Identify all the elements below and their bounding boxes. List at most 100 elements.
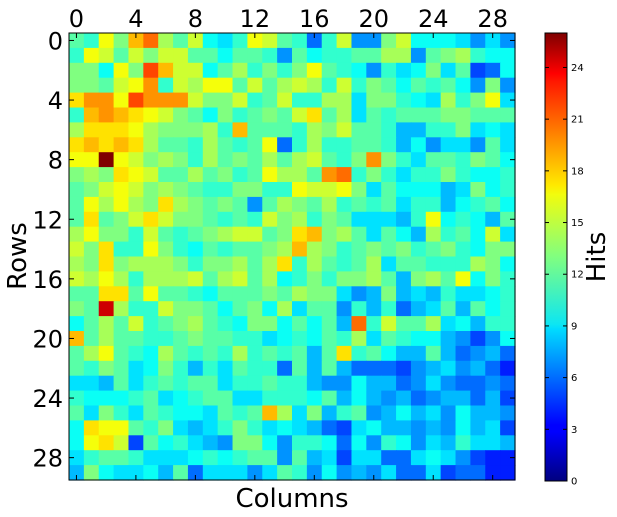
heatmap-cell: [173, 360, 189, 377]
heatmap-cell: [381, 167, 397, 183]
heatmap-cell: [232, 271, 248, 287]
heatmap-cell: [202, 271, 219, 287]
heatmap-cell: [440, 450, 457, 466]
heatmap-cell: [410, 33, 427, 49]
heatmap-cell: [69, 316, 85, 332]
heatmap-cell: [113, 331, 130, 347]
heatmap-cell: [143, 286, 159, 302]
heatmap-cell: [262, 450, 278, 466]
heatmap-cell: [202, 182, 219, 198]
heatmap-cell: [292, 92, 308, 109]
heatmap-cell: [440, 47, 457, 64]
heatmap-cell: [306, 271, 323, 287]
heatmap-cell: [69, 301, 85, 317]
heatmap-cell: [277, 390, 293, 407]
heatmap-cell: [381, 301, 397, 317]
x-axis-label: Columns: [235, 484, 348, 514]
heatmap-cell: [232, 33, 248, 49]
heatmap-cell: [217, 390, 234, 407]
heatmap-cell: [321, 182, 338, 198]
heatmap-cell: [500, 77, 516, 94]
heatmap-cell: [336, 92, 353, 109]
heatmap-cell: [187, 62, 204, 79]
heatmap-cell: [351, 256, 367, 272]
heatmap-cell: [321, 211, 338, 228]
heatmap-cell: [83, 137, 100, 153]
heatmap-cell: [500, 420, 516, 436]
heatmap-cell: [247, 211, 263, 228]
heatmap-cell: [306, 167, 323, 183]
heatmap-cell: [247, 450, 263, 466]
heatmap-cell: [187, 465, 204, 481]
heatmap-cell: [173, 62, 189, 79]
heatmap-cell: [262, 137, 278, 153]
heatmap-cell: [232, 435, 248, 451]
heatmap-cell: [277, 331, 293, 347]
heatmap-cell: [217, 316, 234, 332]
heatmap-cell: [173, 331, 189, 347]
heatmap-cell: [173, 77, 189, 94]
heatmap-cell: [292, 107, 308, 123]
heatmap-cell: [470, 301, 486, 317]
heatmap-cell: [410, 122, 427, 138]
heatmap-cell: [187, 331, 204, 347]
heatmap-cell: [247, 152, 263, 168]
heatmap-cell: [366, 122, 382, 138]
heatmap-cell: [485, 62, 501, 79]
heatmap-cell: [425, 390, 442, 407]
heatmap-cell: [425, 211, 442, 228]
heatmap-cell: [455, 226, 471, 243]
heatmap-cell: [262, 167, 278, 183]
heatmap-cell: [262, 122, 278, 138]
heatmap-cell: [143, 211, 159, 228]
heatmap-cell: [351, 226, 367, 243]
heatmap-cell: [485, 92, 501, 109]
heatmap-cell: [381, 62, 397, 79]
heatmap-cell: [113, 77, 130, 94]
heatmap-cell: [69, 256, 85, 272]
heatmap-cell: [485, 405, 501, 421]
colorbar-ticks: 0 3 6 9 12 15 18 21 24: [545, 63, 584, 488]
heatmap-cell: [113, 226, 130, 243]
heatmap-cell: [470, 286, 486, 302]
heatmap-cell: [292, 271, 308, 287]
heatmap-cell: [69, 375, 85, 392]
heatmap-cell: [247, 92, 263, 109]
heatmap-cell: [217, 182, 234, 198]
heatmap-cell: [410, 256, 427, 272]
heatmap-cell: [351, 316, 367, 332]
heatmap-cell: [306, 33, 323, 49]
heatmap-cell: [381, 375, 397, 392]
heatmap-cell: [470, 107, 486, 123]
heatmap-cell: [440, 182, 457, 198]
heatmap-cell: [306, 211, 323, 228]
heatmap-cell: [425, 345, 442, 362]
heatmap-cell: [113, 435, 130, 451]
heatmap-cell: [173, 271, 189, 287]
heatmap-cell: [173, 390, 189, 407]
heatmap-cell: [351, 405, 367, 421]
heatmap-cell: [143, 435, 159, 451]
heatmap-cell: [351, 167, 367, 183]
heatmap-cell: [485, 360, 501, 377]
heatmap-cell: [187, 47, 204, 64]
heatmap-cell: [232, 47, 248, 64]
heatmap-cell: [69, 152, 85, 168]
heatmap-cell: [128, 62, 144, 79]
heatmap-cell: [113, 405, 130, 421]
heatmap-cell: [396, 241, 412, 258]
heatmap-cell: [187, 405, 204, 421]
heatmap-cell: [277, 271, 293, 287]
heatmap-cell: [425, 286, 442, 302]
heatmap-cell: [485, 286, 501, 302]
heatmap-cell: [470, 390, 486, 407]
heatmap-cell: [83, 435, 100, 451]
heatmap-cell: [173, 375, 189, 392]
heatmap-cell: [366, 33, 382, 49]
heatmap-cell: [396, 405, 412, 421]
heatmap-cell: [262, 77, 278, 94]
heatmap-cell: [98, 301, 115, 317]
heatmap-cell: [143, 152, 159, 168]
heatmap-cell: [500, 122, 516, 138]
heatmap-cell: [247, 360, 263, 377]
